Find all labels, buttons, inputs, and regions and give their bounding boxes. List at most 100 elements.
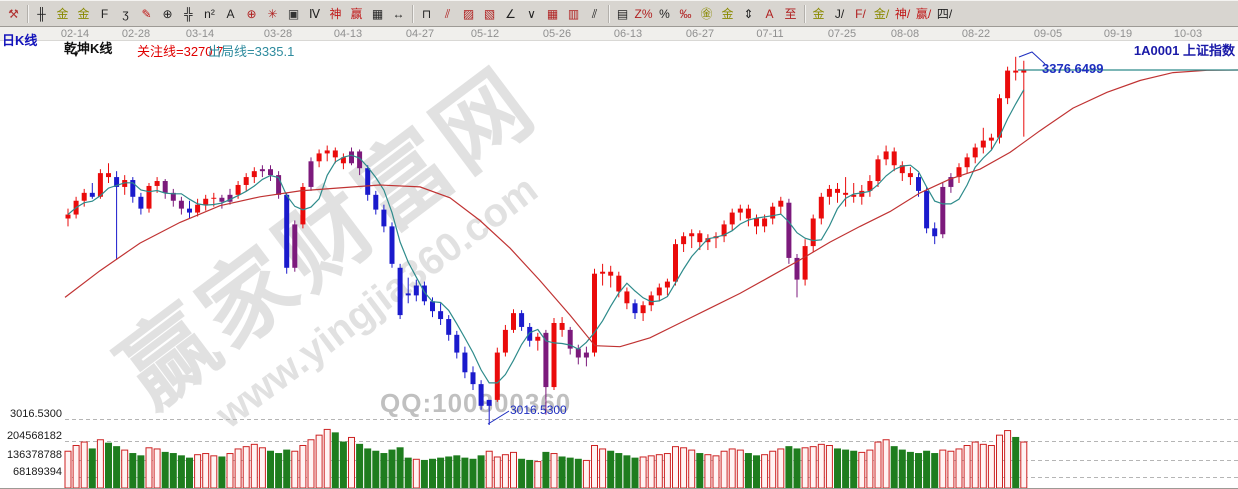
volume-bar	[647, 455, 655, 489]
volume-bar	[412, 458, 420, 489]
square-target-tool-icon[interactable]: ▣	[287, 6, 300, 21]
percent-z-tool-icon[interactable]: Z%	[634, 6, 653, 21]
letter-a-tool-icon[interactable]: A	[226, 6, 235, 21]
zhi-tool-icon[interactable]: 至	[784, 6, 797, 21]
crosshair-tool-icon[interactable]: ⊕	[246, 6, 257, 21]
door-frame-tool-icon[interactable]: ⊓	[421, 6, 432, 21]
date-tick: 05-12	[470, 28, 500, 40]
candle-body	[826, 188, 832, 197]
candle-body	[1013, 70, 1019, 73]
ying-diagonal-tool-icon[interactable]: 赢/	[915, 6, 932, 21]
volume-bar	[113, 446, 121, 489]
volume-bar	[348, 436, 355, 489]
gold-diagonal-tool-icon[interactable]: 金/	[873, 6, 890, 21]
indicator-dropdown-arrow-icon[interactable]: ▼	[72, 50, 80, 59]
volume-bar	[663, 453, 671, 489]
volume-bar	[615, 453, 623, 489]
volume-bar	[655, 454, 663, 489]
star-circle-tool-icon[interactable]: ✳	[267, 6, 278, 21]
date-tick: 02-14	[60, 28, 90, 40]
f-lines-tool-icon[interactable]: F	[100, 6, 109, 21]
hammer-tool-icon[interactable]: ⚒	[8, 6, 19, 21]
grid-bars-tool-icon[interactable]: ▥	[567, 6, 580, 21]
volume-bar	[437, 457, 445, 489]
zigzag-tool-icon[interactable]: ∨	[527, 6, 536, 21]
ma-long-line	[64, 69, 1238, 348]
shen-tool-icon[interactable]: 神	[329, 6, 342, 21]
volume-bar	[453, 455, 461, 489]
gold-underline-tool-icon[interactable]: 金	[812, 6, 825, 21]
indicator-name-label[interactable]: 乾坤K线	[64, 41, 113, 56]
n-square-tool-icon[interactable]: n²	[204, 6, 215, 21]
candle-body	[681, 236, 687, 245]
ying-tool-icon[interactable]: 赢	[350, 6, 363, 21]
candle-body	[770, 206, 776, 219]
vertical-lines-tool-icon[interactable]: ╫	[37, 6, 46, 21]
volume-bar	[842, 449, 850, 489]
parallel-lines-tool-icon[interactable]: ⫽	[591, 6, 598, 21]
toolbar-separator	[801, 4, 808, 24]
date-tick: 08-22	[961, 28, 991, 40]
volume-bar	[599, 448, 607, 489]
gold-lines-tool-icon[interactable]: 金	[721, 6, 734, 21]
volume-bar	[793, 448, 801, 489]
volume-bar	[72, 444, 80, 489]
records-panel-tool-icon[interactable]: ▤	[616, 6, 629, 21]
f-diagonal-tool-icon[interactable]: F/	[855, 6, 866, 21]
percent-tool-icon[interactable]: %	[659, 6, 670, 21]
candle-body	[178, 200, 184, 209]
volume-bar	[258, 447, 266, 489]
percent-lines-tool-icon[interactable]: ‰	[679, 6, 692, 21]
candle-body	[988, 137, 994, 141]
axis-volume-tick-1: 204568182	[6, 430, 62, 442]
volume-bar	[704, 454, 712, 489]
date-tick: 09-05	[1033, 28, 1063, 40]
gann-fan-tool-icon[interactable]: ⫽	[444, 6, 451, 21]
volume-bar	[680, 447, 688, 489]
angle-lines-tool-icon[interactable]: ∠	[505, 6, 516, 21]
candle-body	[89, 192, 95, 197]
gold-frame-tool-icon[interactable]: 金	[56, 6, 69, 21]
grid-box-tool-icon[interactable]: ▦	[371, 6, 384, 21]
shen-diagonal-tool-icon[interactable]: 神/	[894, 6, 911, 21]
volume-bar	[323, 428, 331, 489]
date-tick: 02-28	[121, 28, 151, 40]
price-flag-tool-icon[interactable]: ⇕	[743, 6, 754, 21]
candle-body	[575, 348, 581, 358]
j-diagonal-tool-icon[interactable]: J/	[834, 6, 845, 21]
volume-bar	[339, 441, 347, 489]
si-diagonal-tool-icon[interactable]: 四/	[936, 6, 953, 21]
candle-body	[794, 257, 800, 280]
roman-four-tool-icon[interactable]: Ⅳ	[308, 6, 321, 21]
candle-body	[397, 267, 403, 316]
candle-body	[972, 147, 978, 158]
date-tick: 04-27	[405, 28, 435, 40]
curve-tool-icon[interactable]: ʒ	[122, 6, 129, 21]
candle-body	[1021, 69, 1027, 73]
gold-tool-icon[interactable]: 金	[77, 6, 90, 21]
brush-tool-icon[interactable]: ✎	[141, 6, 152, 21]
volume-bar	[761, 454, 769, 489]
horizontal-arrows-tool-icon[interactable]: ↔	[392, 6, 405, 21]
compass-circle-tool-icon[interactable]: ⊕	[162, 6, 173, 21]
volume-bar	[542, 451, 550, 489]
volume-bar	[137, 455, 145, 489]
volume-bar	[356, 443, 364, 489]
candle-body	[332, 150, 338, 158]
text-label-tool-icon[interactable]: A	[765, 6, 774, 21]
volume-bar	[129, 453, 137, 489]
grid-dots-tool-icon[interactable]: ╬	[184, 6, 193, 21]
volume-bar	[1020, 441, 1028, 489]
volume-bar	[194, 454, 202, 489]
volume-bar	[299, 444, 307, 489]
volume-bar	[623, 455, 631, 489]
volume-bar	[1004, 430, 1012, 489]
gann-box-tool-icon[interactable]: ▨	[462, 6, 475, 21]
gold-circle-tool-icon[interactable]: ㊎	[700, 6, 713, 21]
shaded-box-tool-icon[interactable]: ▧	[483, 6, 496, 21]
volume-bar	[728, 448, 736, 489]
axis-price-low-label: 3016.5300	[10, 408, 62, 420]
date-tick: 04-13	[333, 28, 363, 40]
gann-grid-tool-icon[interactable]: ▦	[546, 6, 559, 21]
